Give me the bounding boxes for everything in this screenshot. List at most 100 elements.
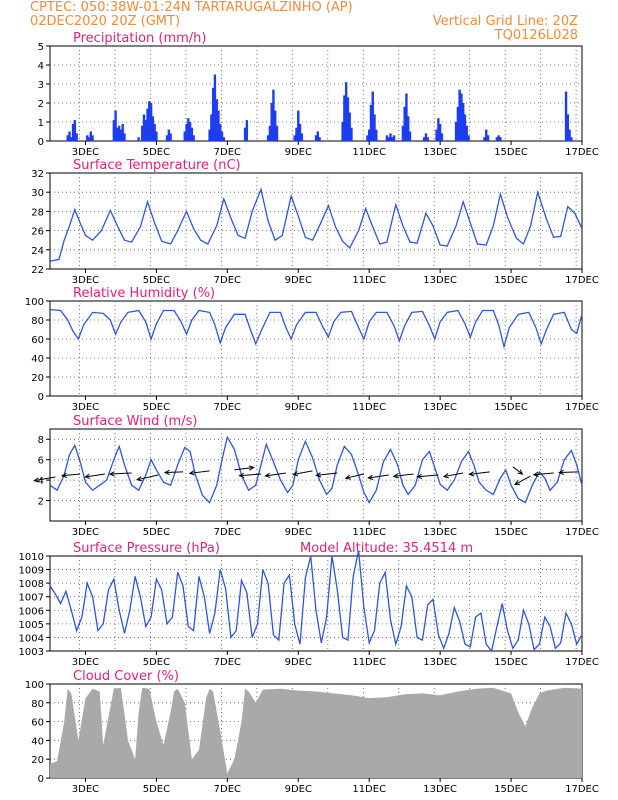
panel-precipitation-bar <box>188 122 192 141</box>
panel-pressure-title: Surface Pressure (hPa) <box>73 541 220 556</box>
panel-precipitation-bar <box>426 137 429 141</box>
panel-wind-wind-arrowhead <box>416 473 423 480</box>
panel-cloud-cover-xtick-label: 7DEC <box>214 784 241 795</box>
panel-precipitation-bar <box>341 122 344 141</box>
panel-precipitation-bar <box>391 137 394 141</box>
panel-precipitation-ytick-label: 1 <box>38 118 44 129</box>
panel-wind-xtick-label: 15DEC <box>494 527 528 538</box>
panel-wind-wind-vector <box>265 472 286 477</box>
panel-humidity-ytick-label: 100 <box>25 297 44 308</box>
panel-wind-wind-vector <box>62 473 81 477</box>
panel-humidity-series-line <box>49 308 583 350</box>
panel-precipitation-bar <box>437 118 440 141</box>
panel-pressure-ytick-label: 1007 <box>19 593 44 604</box>
panel-precipitation-bar <box>243 127 247 141</box>
panel-precipitation-bar <box>68 131 71 141</box>
panel-pressure-xtick-label: 9DEC <box>285 657 312 668</box>
panel-precipitation-xtick-label: 7DEC <box>214 147 241 158</box>
panel-precipitation-bar <box>454 122 458 141</box>
panel-temperature-title: Surface Temperature (nC) <box>73 158 241 173</box>
panel-precipitation-xtick-label: 11DEC <box>352 147 386 158</box>
panel-temperature-series-line <box>49 187 583 262</box>
panel-temperature-ytick-label: 28 <box>31 207 44 218</box>
panel-wind-wind-vector <box>239 473 262 477</box>
panel-wind-wind-arrowhead <box>315 472 322 478</box>
panel-precipitation-bar <box>114 110 117 141</box>
panel-precipitation-bar <box>343 95 346 141</box>
panel-wind-wind-vector <box>368 474 389 479</box>
panel-humidity-xtick-label: 7DEC <box>214 402 241 413</box>
panel-precipitation-xtick-label: 17DEC <box>565 147 599 158</box>
panel-pressure-ytick-label: 1009 <box>19 566 44 577</box>
panel-wind-xtick-label: 13DEC <box>423 527 457 538</box>
panel-temperature-ytick-label: 32 <box>31 169 44 180</box>
panel-wind-wind-arrowhead <box>248 465 255 471</box>
panel-cloud-cover-ytick-label: 0 <box>38 774 44 785</box>
panel-precipitation-bar <box>73 120 77 141</box>
panel-precipitation-bar <box>485 129 488 141</box>
panel-precipitation-bar <box>187 118 190 141</box>
panel-wind-xtick-label: 9DEC <box>285 527 312 538</box>
panel-temperature-xtick-label: 17DEC <box>565 275 599 286</box>
panel-cloud-cover-ytick-label: 60 <box>31 718 44 729</box>
panel-wind-wind-arrowhead <box>513 480 520 485</box>
panel-precipitation-bar <box>137 137 140 141</box>
panel-precipitation-bar <box>121 123 124 141</box>
panel-pressure-series-line <box>49 550 583 653</box>
panel-wind-wind-vector <box>189 470 210 474</box>
panel-cloud-cover-xtick-label: 9DEC <box>285 784 312 795</box>
panel-precipitation-bar <box>499 137 502 141</box>
panel-precipitation-bar <box>148 101 151 141</box>
panel-pressure-xtick-label: 17DEC <box>565 657 599 668</box>
panel-precipitation-bar <box>460 93 463 141</box>
panel-precipitation-bar <box>483 137 486 141</box>
panel-precipitation-bar <box>424 133 428 141</box>
panel-precipitation-bar <box>89 131 92 141</box>
panel-precipitation-bar <box>208 129 211 141</box>
panel-wind-wind-vector <box>559 471 579 474</box>
panel-precipitation-bar <box>116 127 119 141</box>
panel-cloud-cover-area <box>50 687 582 778</box>
panel-pressure-xtick-label: 5DEC <box>143 657 170 668</box>
panel-wind-ytick-label: 2 <box>38 497 44 508</box>
panel-precipitation-bar <box>392 135 396 141</box>
panel-precipitation-bar <box>117 125 121 141</box>
panel-wind-xtick-label: 7DEC <box>214 527 241 538</box>
panel-humidity-xtick-label: 17DEC <box>565 402 599 413</box>
panel-temperature-xtick-label: 13DEC <box>423 275 457 286</box>
panel-precipitation-bar <box>272 89 275 141</box>
panel-precipitation-bar <box>495 137 499 141</box>
panel-precipitation-bar <box>486 135 490 141</box>
panel-precipitation-bar <box>316 131 319 141</box>
panel-precipitation-bar <box>373 114 376 141</box>
panel-wind-wind-arrowhead <box>188 470 195 476</box>
panel-pressure-ytick-label: 1004 <box>19 633 44 644</box>
panel-wind-wind-arrowhead <box>442 473 449 479</box>
panel-precipitation-ytick-label: 4 <box>38 61 44 72</box>
panel-pressure-annotation: Model Altitude: 35.4514 m <box>300 541 473 556</box>
panel-temperature-xtick-label: 15DEC <box>494 275 528 286</box>
panel-precipitation-bar <box>155 131 158 141</box>
panel-temperature-frame <box>49 172 583 270</box>
panel-wind-wind-arrowhead <box>344 474 351 480</box>
panel-precipitation-bar <box>344 82 348 141</box>
panel-precipitation-bar <box>465 125 468 141</box>
panel-wind-wind-arrowhead <box>558 469 565 476</box>
panel-precipitation-bar <box>222 137 225 141</box>
panel-wind-wind-vector <box>137 474 159 481</box>
panel-precipitation-bar <box>438 123 442 141</box>
panel-wind-xtick-label: 11DEC <box>352 527 386 538</box>
panel-temperature-xtick-label: 5DEC <box>143 275 170 286</box>
panel-temperature-ytick-label: 30 <box>31 188 44 199</box>
panel-humidity-xtick-label: 9DEC <box>285 402 312 413</box>
panel-wind-wind-arrowhead <box>163 469 170 476</box>
panel-precipitation-bar <box>385 135 389 141</box>
panel-humidity-title: Relative Humidity (%) <box>73 286 215 301</box>
panel-wind-wind-arrowhead <box>108 471 115 477</box>
panel-wind-wind-vector <box>533 472 554 476</box>
panel-precipitation-bar <box>467 135 470 141</box>
panel-wind-ytick-label: 8 <box>38 435 44 446</box>
panel-precipitation-bar <box>165 135 169 141</box>
panel-cloud-cover-xtick-label: 17DEC <box>565 784 599 795</box>
